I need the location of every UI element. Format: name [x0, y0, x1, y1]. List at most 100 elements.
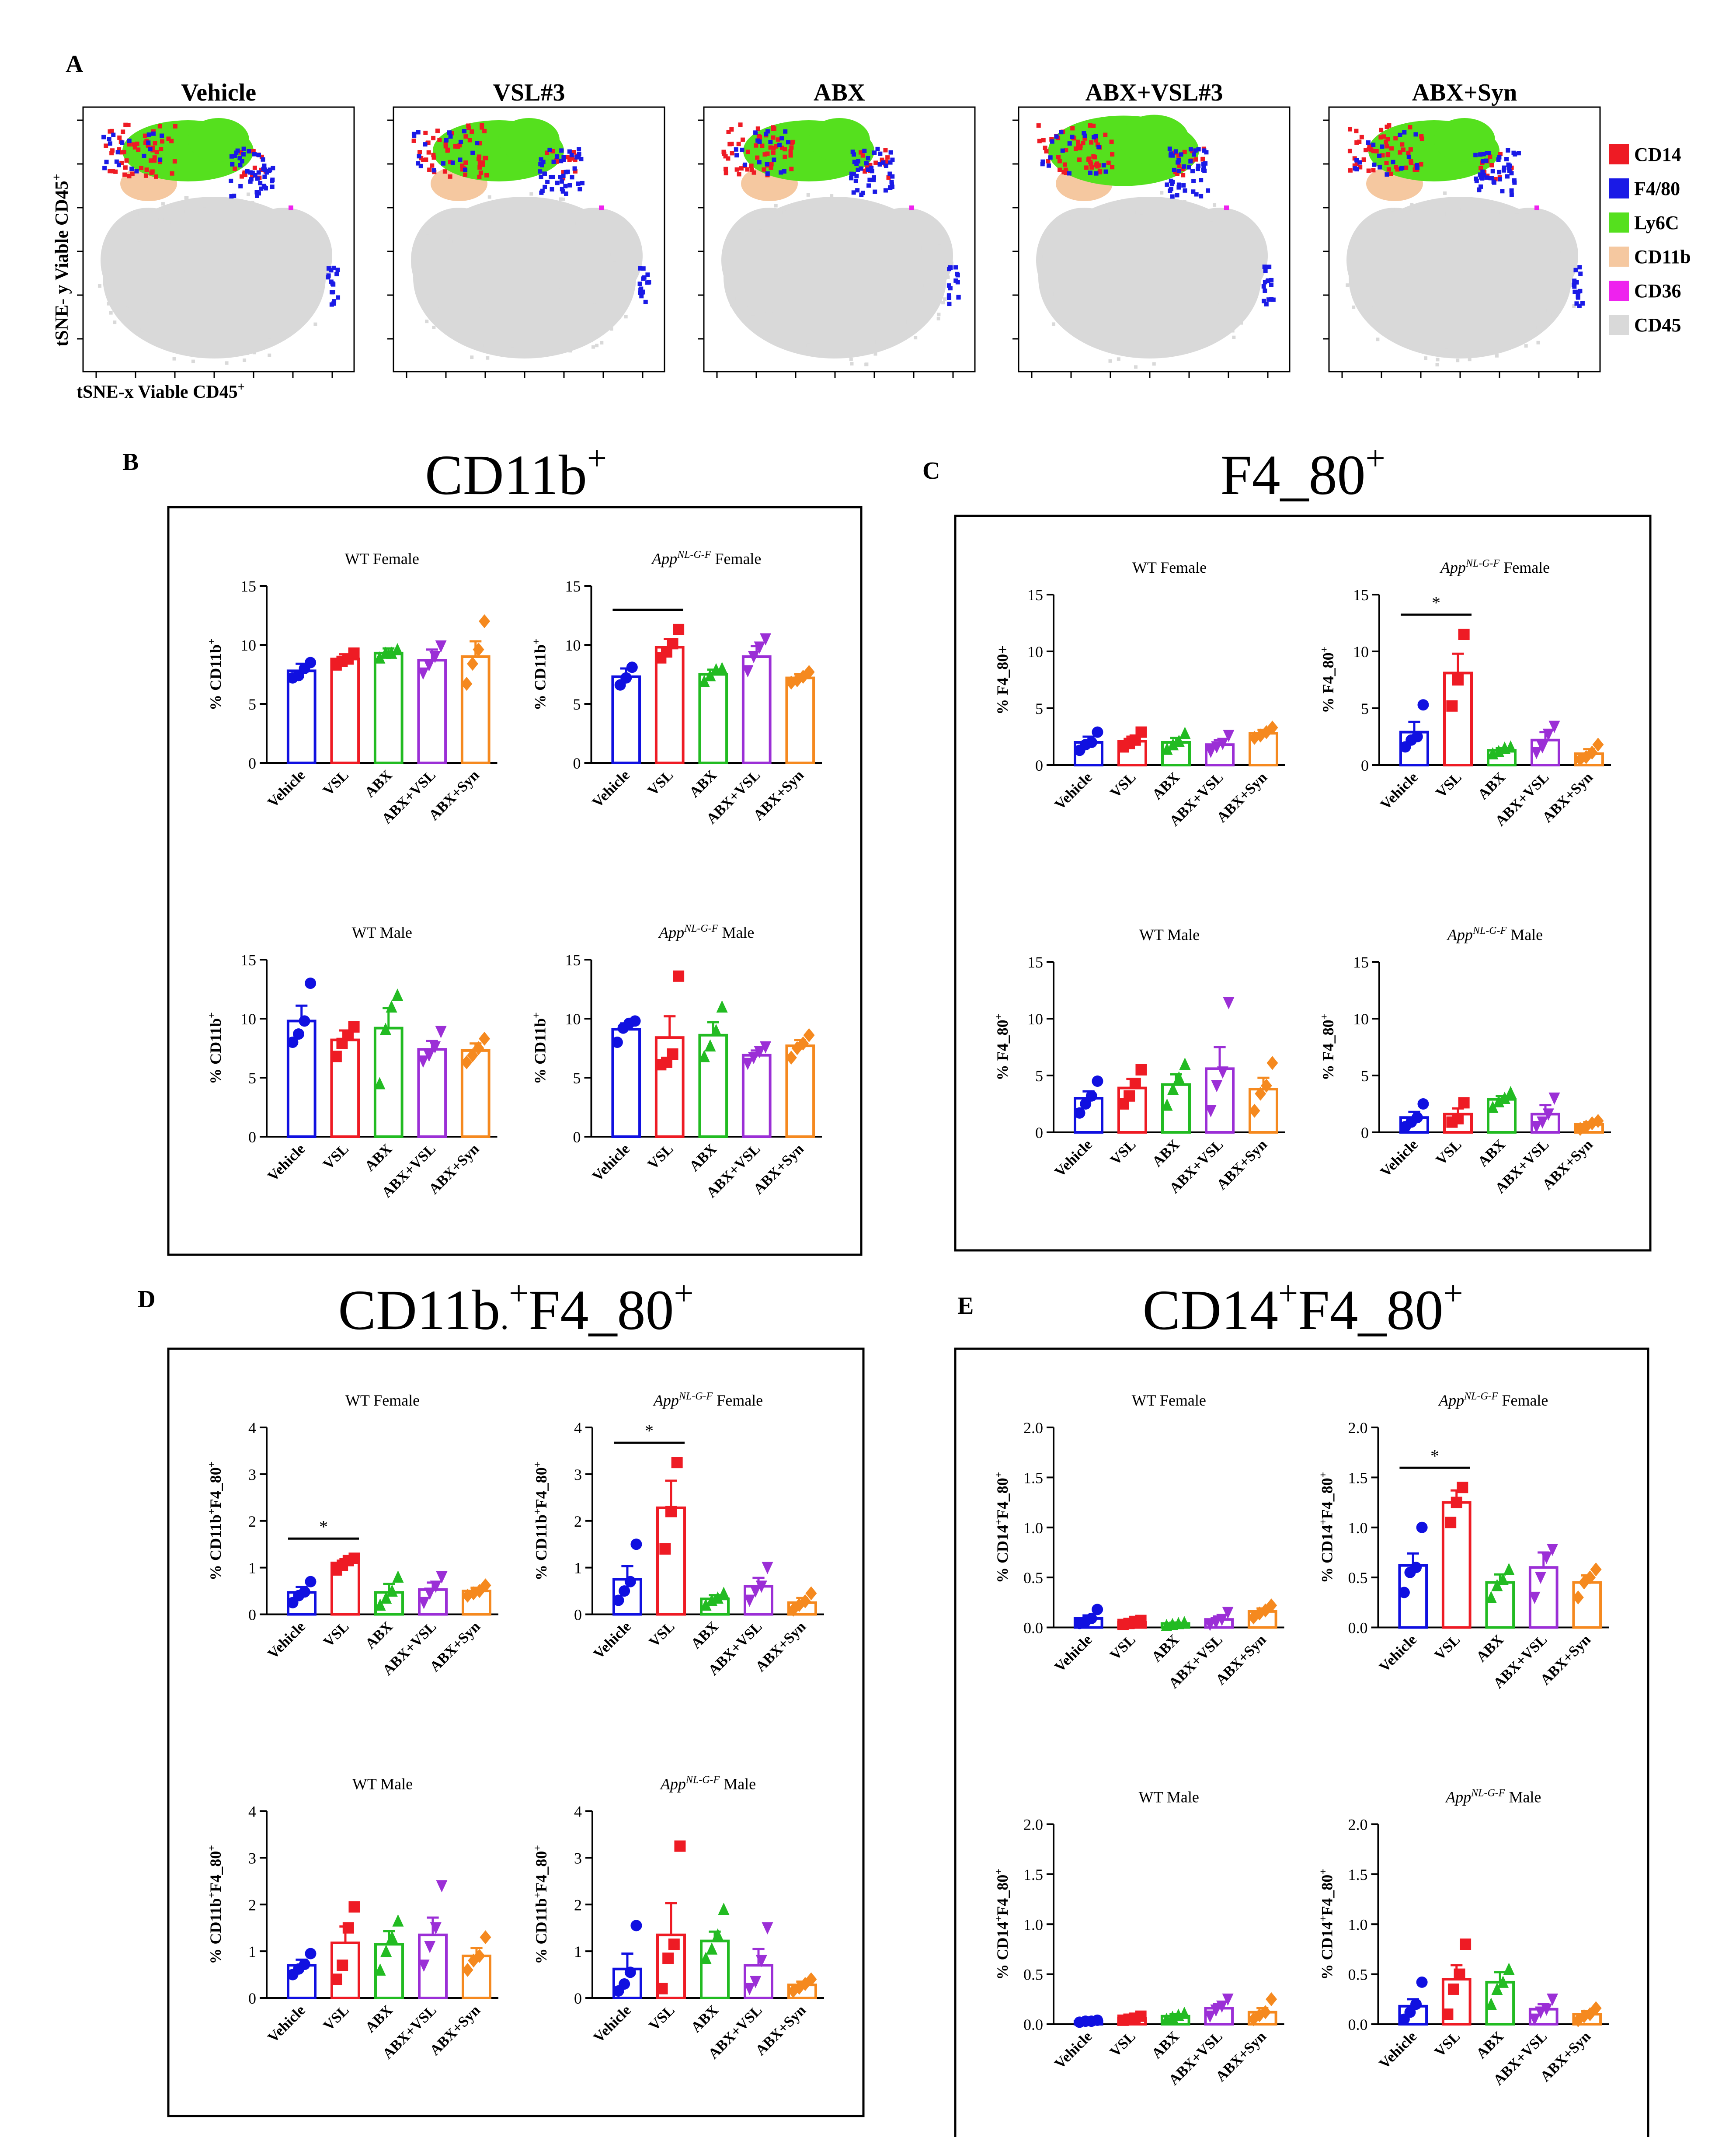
tsne-cd45-dot	[295, 315, 299, 319]
y-axis-label: % F4_80+	[1319, 1014, 1337, 1081]
tsne-f480-dot	[869, 165, 874, 170]
y-tick-label: 4	[574, 1419, 582, 1437]
tsne-cd45-dot	[1231, 311, 1235, 315]
data-point	[380, 1945, 392, 1957]
tsne-cd14-dot	[143, 173, 148, 178]
tsne-cd45-dot	[607, 307, 611, 311]
tsne-cd14-dot	[1395, 167, 1400, 172]
y-label-main: % F4_80	[994, 1020, 1011, 1080]
tsne-plot: ABX+VSL#3	[1012, 79, 1291, 378]
data-point	[1531, 747, 1542, 759]
tsne-cd45-dot	[116, 302, 120, 306]
tsne-f480-dot	[1168, 153, 1173, 158]
tsne-cd14-dot	[1058, 167, 1062, 172]
tsne-f480-dot	[877, 162, 882, 167]
tsne-f480-dot	[1261, 284, 1266, 289]
tsne-f480-dot	[547, 147, 552, 152]
tsne-f480-dot	[1357, 160, 1362, 165]
y-label-rest: F4_80	[532, 1467, 550, 1508]
y-label-main: % CD11b	[207, 644, 224, 710]
tsne-cd45-dot	[313, 322, 317, 326]
tsne-cd45-dot	[1376, 338, 1380, 341]
tsne-f480-dot	[261, 184, 266, 188]
data-point	[1211, 1080, 1223, 1093]
data-point	[704, 1039, 716, 1052]
tsne-f480-dot	[261, 157, 265, 162]
data-point	[466, 657, 478, 671]
tsne-f480-dot	[948, 265, 953, 270]
tsne-cd45-dot	[254, 212, 258, 216]
tsne-f480-dot	[580, 181, 584, 185]
data-point	[348, 647, 360, 659]
tsne-cd45-dot	[914, 336, 918, 340]
tsne-cd45-dot	[132, 224, 136, 228]
tsne-cd45-dot	[107, 302, 111, 306]
subplot-title: WT Male	[352, 1775, 413, 1793]
y-label-main: % CD11b	[207, 1898, 224, 1964]
tsne-cd14-dot	[1103, 132, 1108, 137]
tsne-cd45-dot	[1351, 276, 1355, 280]
tsne-cd14-dot	[463, 160, 468, 165]
tsne-cd45-dot	[418, 299, 422, 303]
panel-title-main: F4_80	[1220, 444, 1365, 507]
tsne-cd45-dot	[135, 212, 139, 216]
tsne-cd14-dot	[1384, 139, 1388, 144]
data-point	[1454, 1968, 1465, 1980]
tsne-cd45-dot	[253, 214, 257, 218]
tsne-legend: CD14 F4/80 Ly6C CD11b CD36 CD45	[1609, 144, 1691, 336]
data-point	[742, 665, 754, 678]
data-point	[706, 1942, 718, 1955]
tsne-cd14-dot	[886, 175, 891, 180]
tsne-cd14-dot	[788, 149, 793, 153]
tsne-cd45-dot	[806, 193, 810, 197]
y-label-sup: +	[993, 1916, 1005, 1922]
subplot-title-sex: Female	[711, 550, 761, 567]
tsne-f480-dot	[1048, 155, 1053, 160]
tsne-f480-dot	[559, 159, 564, 164]
tsne-cd45-dot	[184, 209, 188, 213]
tsne-cd45-dot	[937, 244, 941, 248]
data-point	[1541, 2003, 1552, 2016]
y-tick-label: 0	[1035, 1124, 1043, 1142]
tsne-f480-dot	[561, 174, 566, 178]
tsne-cd45-dot	[943, 297, 947, 301]
tsne-f480-dot	[641, 276, 646, 281]
subplot-title-sex: Female	[369, 550, 419, 567]
tsne-cd45-dot	[1536, 341, 1540, 345]
tsne-cd45-dot	[1495, 354, 1499, 358]
tsne-f480-dot	[329, 268, 334, 273]
data-point	[1210, 2004, 1222, 2017]
tsne-f480-dot	[870, 169, 874, 174]
tsne-f480-dot	[120, 140, 125, 145]
y-tick-label: 10	[1027, 643, 1043, 661]
y-tick-label: 2.0	[1023, 1419, 1043, 1437]
tsne-cd14-dot	[573, 169, 578, 174]
data-point	[1534, 1572, 1546, 1584]
tsne-cd14-dot	[417, 150, 422, 154]
tsne-f480-dot	[734, 153, 739, 158]
tsne-cd45-cluster	[857, 208, 953, 304]
tsne-cd45-dot	[1253, 243, 1257, 247]
data-point	[299, 1015, 310, 1027]
data-point	[1173, 1071, 1185, 1084]
tsne-cd45-dot	[591, 345, 595, 349]
y-axis-label: % CD11b+F4_80+	[532, 1845, 550, 1964]
tsne-f480-dot	[550, 187, 554, 191]
tsne-cd14-dot	[762, 167, 766, 172]
tsne-cd45-dot	[866, 342, 870, 346]
tsne-f480-dot	[1054, 134, 1059, 139]
tsne-cd14-dot	[1088, 123, 1092, 128]
tsne-f480-dot	[563, 184, 568, 188]
tsne-cd14-dot	[470, 129, 474, 134]
data-point	[380, 1591, 392, 1604]
tsne-f480-dot	[567, 149, 572, 154]
subplot-title-gene: App	[660, 1775, 686, 1793]
tsne-f480-dot	[1182, 164, 1186, 169]
data-point	[1592, 738, 1604, 752]
tsne-cd45-dot	[1087, 227, 1091, 231]
tsne-cd14-dot	[1357, 139, 1362, 144]
tsne-cd45-dot	[818, 198, 821, 202]
tsne-cd14-dot	[130, 171, 135, 176]
tsne-cd45-dot	[1054, 310, 1058, 313]
tsne-cd14-dot	[132, 145, 137, 150]
